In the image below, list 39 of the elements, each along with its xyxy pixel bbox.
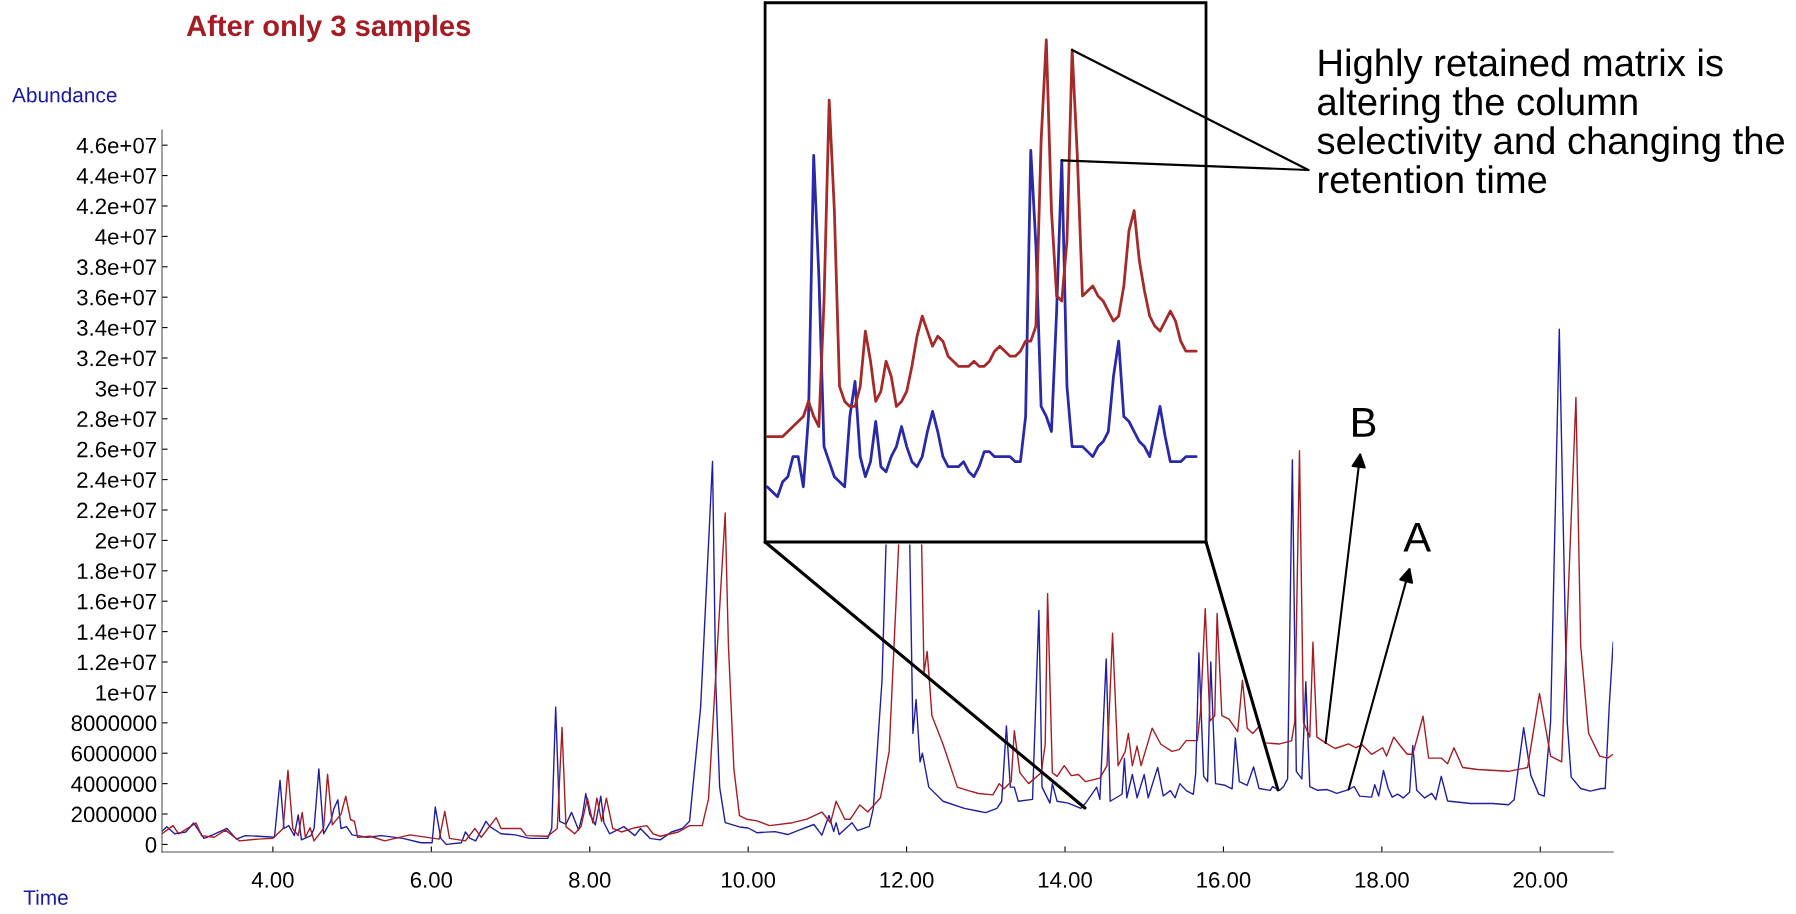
x-tick-label: 18.00 bbox=[1355, 872, 1409, 888]
x-tick-label: 10.00 bbox=[722, 872, 776, 888]
y-tick-label: 8000000 bbox=[71, 715, 157, 732]
x-tick-label: 16.00 bbox=[1197, 872, 1251, 888]
y-tick-label: 2.8e+07 bbox=[77, 411, 157, 428]
chart-title: After only 3 samples bbox=[186, 14, 471, 42]
text: A bbox=[1403, 522, 1432, 552]
y-tick-label: 2.2e+07 bbox=[77, 502, 157, 519]
y-tick-label: 4e+07 bbox=[95, 228, 157, 245]
y-tick-label: 6000000 bbox=[71, 745, 157, 762]
y-tick-label: 4.4e+07 bbox=[76, 168, 157, 184]
x-tick-label: 20.00 bbox=[1513, 872, 1568, 888]
x-tick-label: 14.00 bbox=[1038, 872, 1092, 888]
y-tick-label: 3.6e+07 bbox=[77, 289, 157, 306]
y-tick-label: 4.6e+07 bbox=[76, 137, 157, 154]
y-tick-label: 2.4e+07 bbox=[77, 472, 157, 488]
y-tick-label: 1.6e+07 bbox=[77, 593, 157, 610]
y-tick-label: 0 bbox=[145, 836, 157, 853]
annotation: Highly retained matrix is altering the column selectivity and changing the retention time bbox=[1317, 48, 1785, 194]
x-tick-label: 6.00 bbox=[410, 872, 453, 888]
y-axis-title: Abundance bbox=[12, 87, 117, 103]
y-tick-label: 1e+07 bbox=[96, 684, 157, 701]
y-tick-label: 2000000 bbox=[71, 806, 157, 823]
y-tick-label: 3.2e+07 bbox=[77, 350, 157, 367]
y-tick-label: 2.6e+07 bbox=[77, 441, 157, 458]
x-tick-label: 8.00 bbox=[569, 872, 611, 888]
y-tick-label: 1.4e+07 bbox=[77, 624, 157, 640]
y-tick-label: 4000000 bbox=[71, 776, 157, 792]
x-tick-label: 12.00 bbox=[880, 872, 934, 888]
y-tick-label: 2e+07 bbox=[95, 532, 157, 549]
y-tick-label: 3e+07 bbox=[95, 380, 157, 397]
x-axis-title: Time bbox=[23, 889, 68, 905]
y-tick-label: 3.4e+07 bbox=[77, 320, 157, 336]
y-tick-label: 3.8e+07 bbox=[77, 259, 157, 276]
x-tick-label: 4.00 bbox=[251, 872, 294, 888]
series-label: B bbox=[1353, 408, 1376, 437]
y-tick-label: 1.2e+07 bbox=[77, 654, 157, 671]
y-tick-label: 1.8e+07 bbox=[77, 563, 157, 580]
y-tick-label: 4.2e+07 bbox=[76, 198, 157, 215]
